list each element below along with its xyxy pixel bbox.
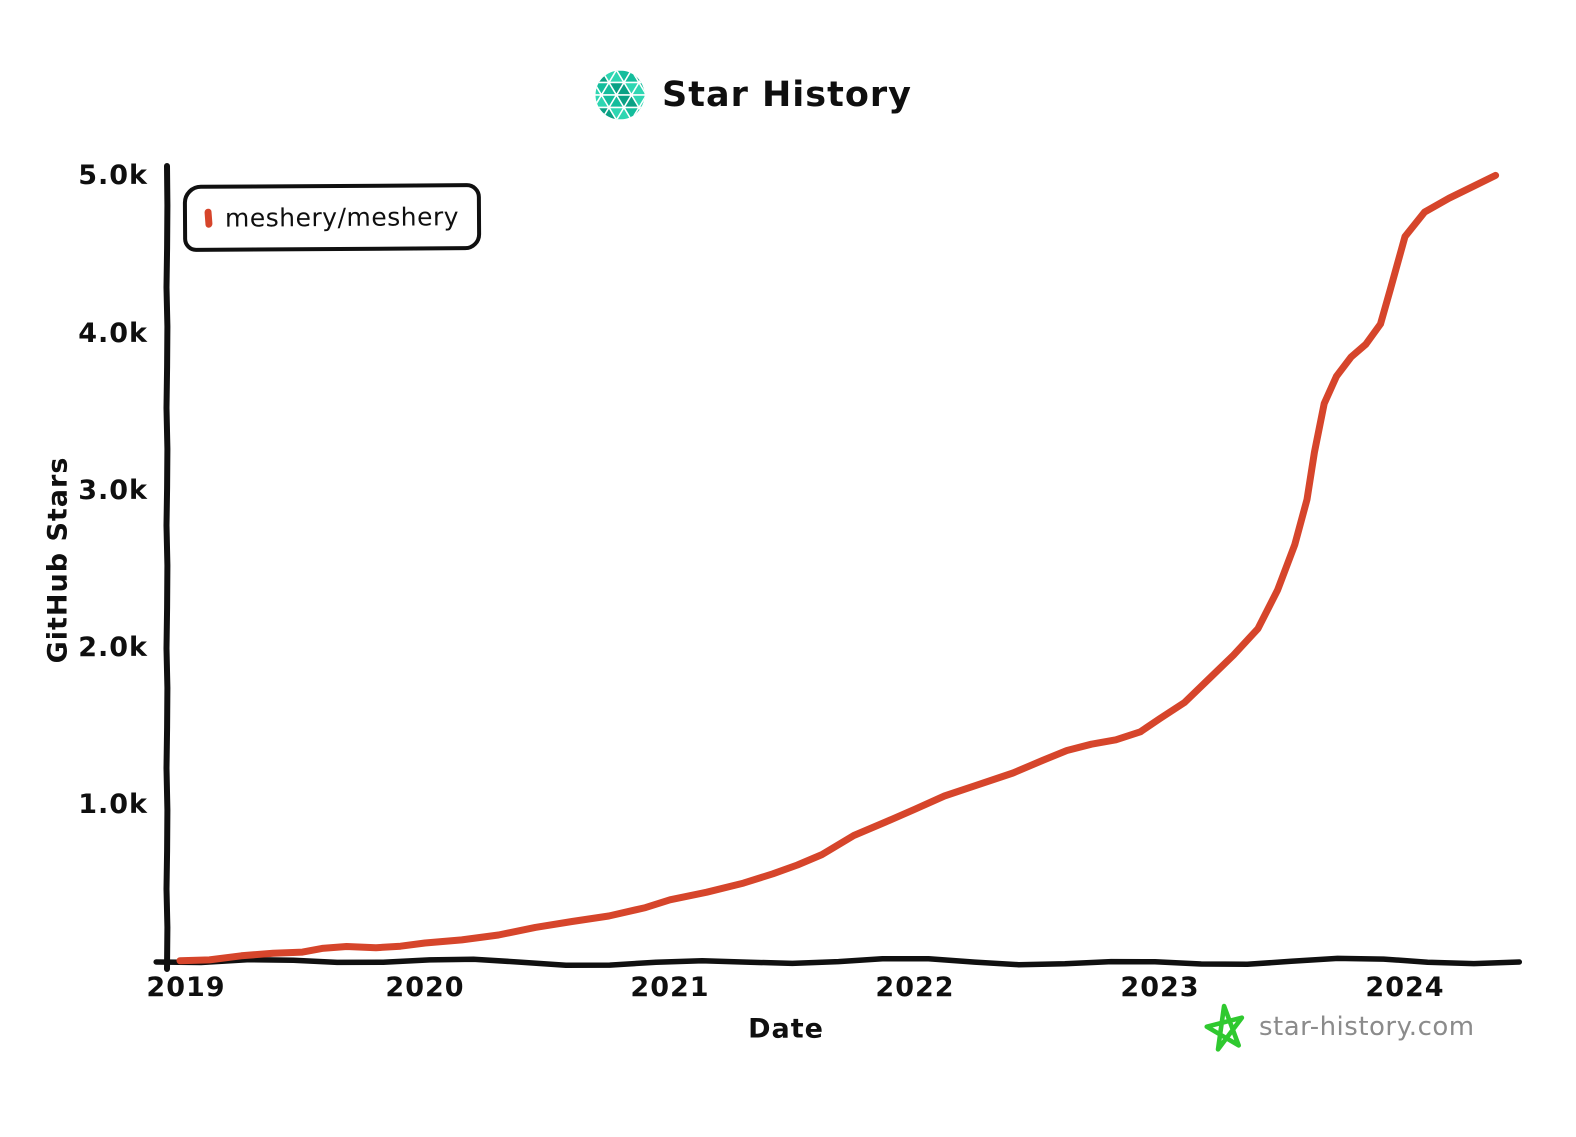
watermark-link[interactable]: star-history.com bbox=[1203, 1002, 1475, 1052]
x-axis-line bbox=[153, 955, 1523, 969]
x-tick-label: 2023 bbox=[1120, 972, 1200, 1003]
y-axis-title: GitHub Stars bbox=[42, 456, 74, 664]
x-tick-label: 2021 bbox=[630, 972, 710, 1003]
watermark-text: star-history.com bbox=[1259, 1012, 1475, 1042]
series-line-meshery/meshery bbox=[176, 171, 1500, 965]
y-tick-label: 5.0k bbox=[78, 160, 148, 191]
star-history-logo-icon bbox=[595, 70, 645, 120]
y-tick-label: 1.0k bbox=[78, 789, 148, 820]
y-tick-label: 3.0k bbox=[78, 475, 148, 506]
y-tick-label: 4.0k bbox=[78, 318, 148, 349]
x-tick-label: 2020 bbox=[385, 972, 465, 1003]
series-color-marker bbox=[204, 208, 213, 228]
x-axis-title: Date bbox=[748, 1013, 824, 1045]
x-tick-label: 2019 bbox=[146, 972, 226, 1003]
legend: meshery/meshery bbox=[182, 183, 482, 252]
logo-triangle bbox=[637, 106, 645, 120]
y-axis-line bbox=[163, 163, 171, 972]
x-tick-label: 2022 bbox=[875, 972, 955, 1003]
star-icon bbox=[1204, 1003, 1245, 1052]
x-tick-label: 2024 bbox=[1365, 972, 1445, 1003]
chart-title-row: Star History bbox=[594, 69, 912, 121]
chart-title: Star History bbox=[662, 75, 912, 115]
y-tick-label: 2.0k bbox=[78, 632, 148, 663]
legend-series-label: meshery/meshery bbox=[224, 202, 460, 233]
logo-triangle bbox=[637, 70, 645, 84]
